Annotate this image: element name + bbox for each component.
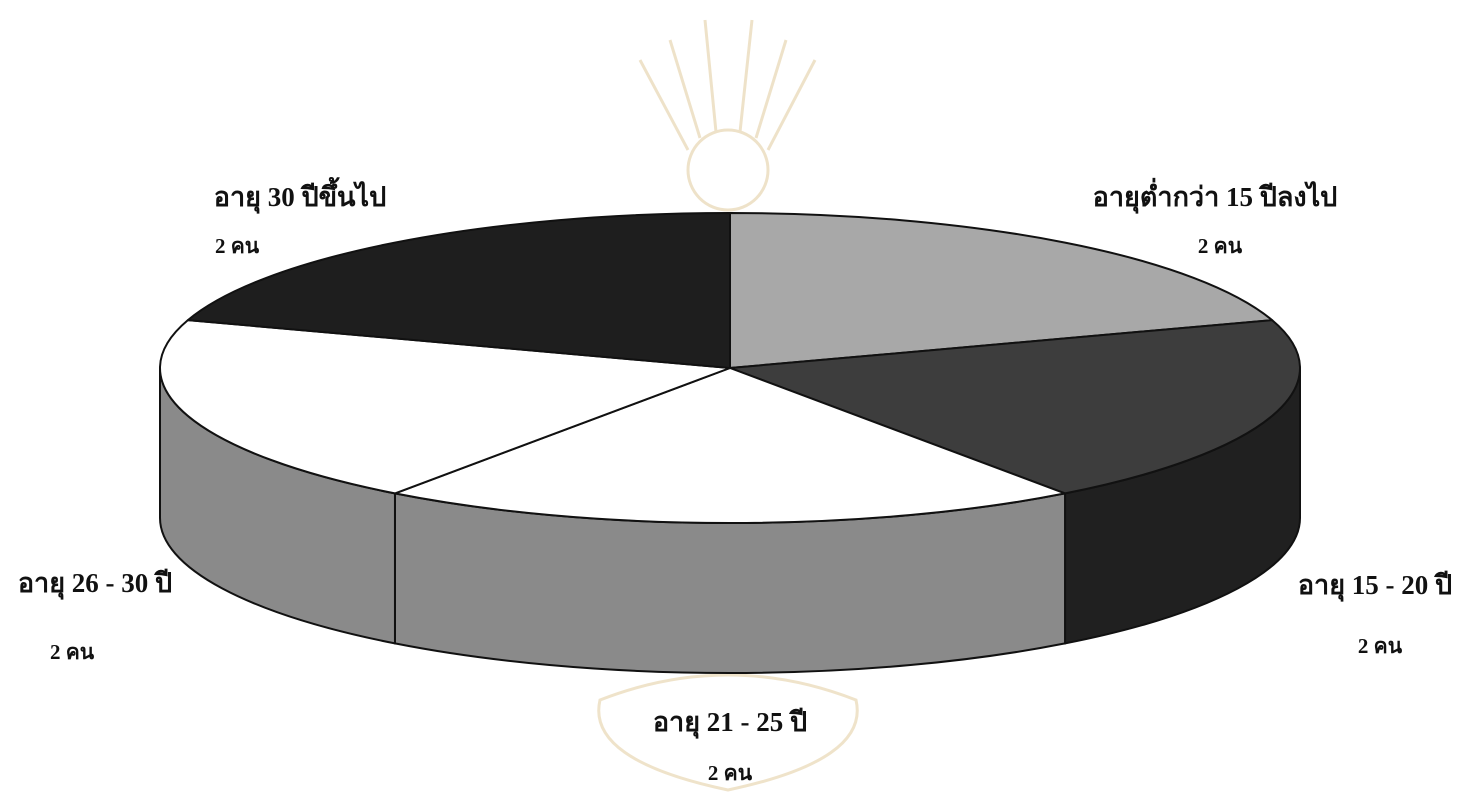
- slice-label-count: 2 คน: [1197, 234, 1243, 258]
- slice-label-name: อายุ 30 ปีขึ้นไป: [213, 182, 387, 212]
- slice-label-26-30: อายุ 26 - 30 ปี 2 คน: [0, 566, 190, 666]
- slice-label-over-30: อายุ 30 ปีขึ้นไป 2 คน: [195, 180, 405, 260]
- slice-label-count: 2 คน: [215, 234, 260, 258]
- pie-slice-15-20: [729, 319, 1301, 495]
- pie-slice-under-15: [729, 212, 1274, 369]
- slice-label-21-25: อายุ 21 - 25 ปี 2 คน: [580, 705, 880, 787]
- slice-label-name: อายุ 26 - 30 ปี: [17, 568, 173, 598]
- slice-label-name: อายุ 15 - 20 ปี: [1297, 570, 1453, 600]
- slice-label-count: 2 คน: [1357, 634, 1403, 658]
- slice-label-name: อายุต่ำกว่า 15 ปีลงไป: [1092, 182, 1338, 212]
- slice-label-count: 2 คน: [50, 640, 95, 664]
- pie-slice-26-30: [159, 319, 731, 495]
- slice-label-under-15: อายุต่ำกว่า 15 ปีลงไป 2 คน: [1065, 180, 1365, 260]
- pie-slice-21-25: [393, 367, 1067, 524]
- slice-label-count: 2 คน: [707, 761, 753, 785]
- slice-label-name: อายุ 21 - 25 ปี: [652, 707, 808, 737]
- slice-label-15-20: อายุ 15 - 20 ปี 2 คน: [1275, 568, 1459, 660]
- pie-slice-over-30: [186, 212, 731, 369]
